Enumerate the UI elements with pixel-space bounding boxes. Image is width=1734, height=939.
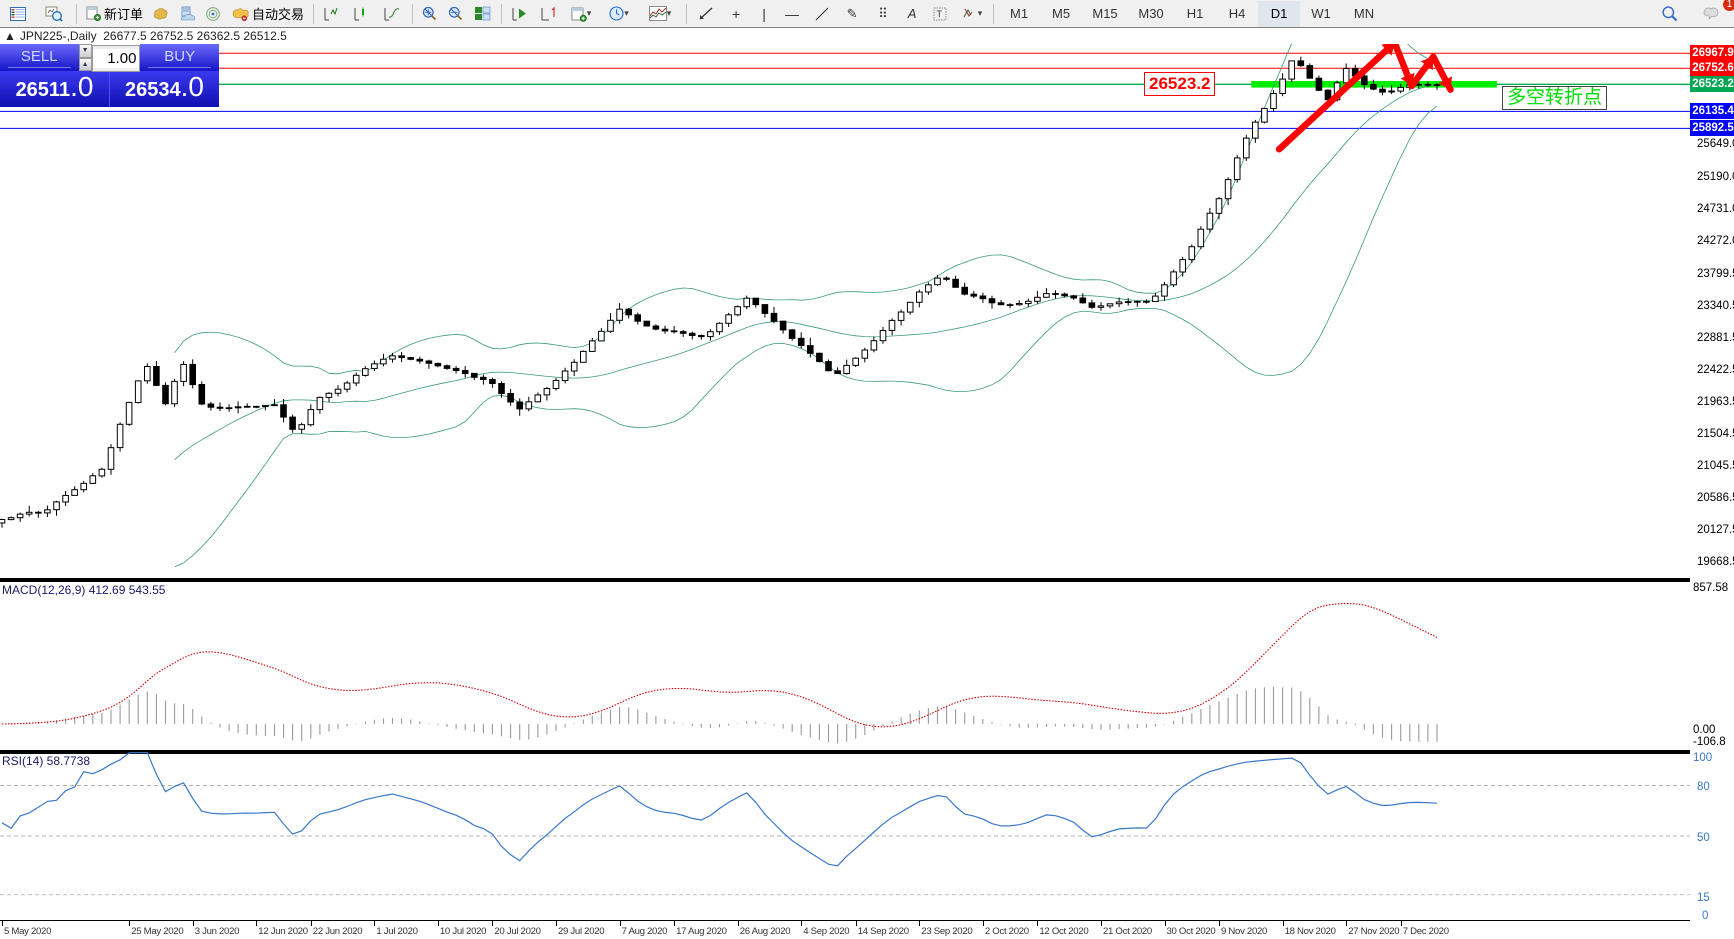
svg-text:T: T bbox=[937, 9, 943, 19]
